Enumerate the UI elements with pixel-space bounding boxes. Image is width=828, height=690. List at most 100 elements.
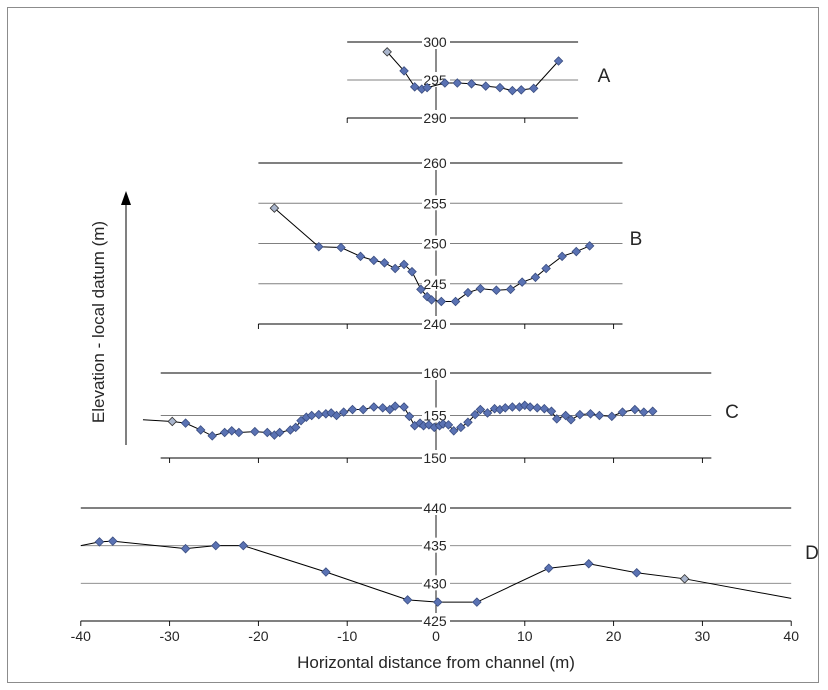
data-point: [262, 427, 273, 438]
data-point: [402, 595, 413, 605]
data-point: [450, 296, 461, 307]
data-point: [377, 403, 388, 413]
data-point: [274, 427, 285, 438]
data-point: [552, 414, 562, 424]
y-tick-label: 300: [423, 34, 447, 50]
data-point: [416, 284, 426, 295]
data-point: [475, 283, 486, 294]
data-point: [269, 203, 280, 213]
data-point: [516, 85, 527, 95]
x-tick-label: -40: [71, 628, 91, 644]
data-point: [472, 597, 482, 607]
y-tick-label-bg: [422, 235, 450, 251]
y-tick-label-bg: [422, 407, 450, 423]
data-point: [532, 403, 542, 413]
data-point: [525, 402, 535, 412]
data-point: [211, 540, 221, 551]
data-point: [647, 406, 658, 417]
data-point: [195, 425, 206, 435]
y-tick-label-bg: [422, 195, 450, 211]
data-point: [440, 78, 450, 88]
data-point: [399, 259, 409, 270]
data-point: [390, 401, 400, 411]
y-tick-label: 435: [423, 538, 447, 554]
y-tick-label: 150: [423, 450, 447, 466]
y-tick-label: 430: [423, 575, 447, 591]
data-point: [369, 255, 379, 266]
data-point: [507, 402, 518, 412]
series-line-c: [142, 404, 653, 437]
x-tick-label: 10: [517, 628, 533, 644]
data-point: [94, 537, 105, 547]
data-point: [575, 409, 585, 420]
x-tick-label: -20: [248, 628, 268, 644]
data-point: [379, 258, 390, 268]
data-point: [399, 66, 409, 76]
data-point: [314, 241, 324, 252]
x-tick-label: -10: [337, 628, 357, 644]
data-point: [347, 404, 358, 415]
data-point: [517, 277, 527, 287]
data-point: [495, 82, 505, 93]
panel-label-d: D: [805, 543, 819, 564]
data-point: [180, 418, 191, 428]
data-point: [544, 563, 554, 574]
data-point: [234, 427, 244, 438]
panel-label-c: C: [725, 402, 739, 423]
data-point: [336, 242, 346, 253]
y-tick-label: 240: [423, 316, 447, 332]
y-axis-arrowhead: [121, 191, 131, 205]
data-point: [452, 78, 463, 88]
data-point: [426, 295, 437, 305]
data-point: [491, 285, 502, 295]
y-tick-label: 425: [423, 613, 447, 629]
data-point: [607, 411, 617, 422]
y-tick-label-bg: [422, 365, 450, 380]
data-point: [219, 427, 230, 438]
y-tick-label-bg: [422, 275, 450, 291]
data-point: [409, 82, 420, 92]
y-axis-title: Elevation - local datum (m): [89, 221, 108, 423]
data-point: [207, 431, 217, 441]
data-point: [180, 543, 191, 554]
data-point: [443, 420, 454, 430]
data-point: [566, 414, 576, 425]
y-tick-label-bg: [422, 575, 450, 591]
y-tick-label: 250: [423, 236, 447, 252]
y-tick-label: 245: [423, 276, 447, 292]
data-point: [463, 287, 473, 298]
data-point: [466, 79, 477, 89]
data-point: [480, 81, 491, 91]
data-point: [399, 402, 409, 412]
y-tick-label-bg: [422, 110, 450, 125]
data-point: [306, 410, 317, 421]
data-point: [238, 540, 249, 551]
data-point: [679, 574, 690, 584]
data-point: [639, 407, 649, 417]
y-tick-label: 440: [423, 500, 447, 516]
data-point: [250, 426, 260, 437]
data-point: [338, 407, 349, 417]
data-point: [594, 410, 605, 421]
y-tick-label-bg: [422, 34, 450, 49]
data-point: [382, 47, 392, 57]
data-point: [456, 422, 466, 433]
data-point: [422, 82, 432, 93]
y-tick-label: 255: [423, 195, 447, 211]
data-point: [448, 426, 459, 436]
data-point: [560, 410, 571, 421]
data-point: [358, 404, 368, 415]
data-point: [314, 409, 324, 420]
x-tick-label: -30: [159, 628, 179, 644]
x-axis-title: Horizontal distance from channel (m): [297, 653, 575, 672]
x-tick-label: 0: [432, 628, 440, 644]
y-tick-label-bg: [422, 316, 450, 331]
data-point: [583, 558, 594, 569]
data-point: [167, 416, 178, 427]
data-point: [631, 568, 642, 578]
data-point: [404, 411, 415, 422]
data-point: [553, 56, 564, 66]
data-point: [507, 85, 518, 96]
data-point: [500, 403, 511, 413]
